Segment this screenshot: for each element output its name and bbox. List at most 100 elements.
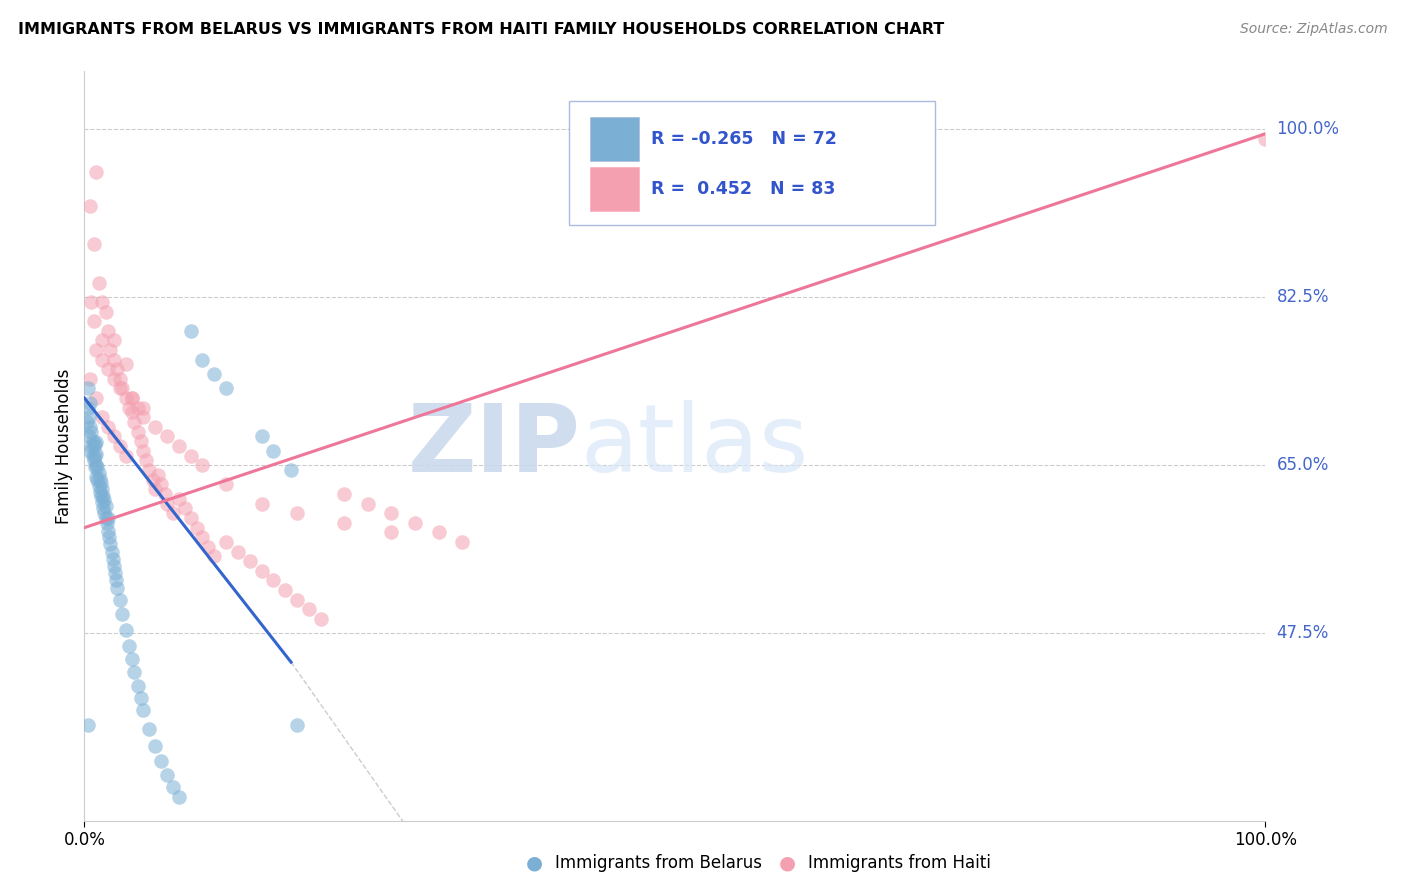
Point	[132, 401, 155, 415]
Point	[83, 453, 105, 467]
Point	[285, 592, 308, 607]
Text: Source: ZipAtlas.com: Source: ZipAtlas.com	[1240, 22, 1388, 37]
Point	[114, 449, 136, 463]
Point	[122, 415, 145, 429]
Point	[239, 554, 262, 568]
Point	[82, 449, 104, 463]
Point	[91, 334, 114, 348]
Point	[91, 410, 114, 425]
Point	[86, 460, 108, 475]
Point	[80, 439, 103, 453]
Point	[80, 294, 103, 309]
Point	[86, 473, 108, 487]
Point	[84, 469, 107, 483]
Point	[77, 429, 100, 443]
Point	[153, 487, 176, 501]
Y-axis label: Family Households: Family Households	[55, 368, 73, 524]
Text: R =  0.452   N = 83: R = 0.452 N = 83	[651, 180, 835, 198]
Point	[285, 506, 308, 520]
Point	[1254, 131, 1277, 145]
Point	[93, 506, 115, 520]
Point	[98, 537, 121, 551]
Point	[118, 401, 141, 415]
Point	[180, 324, 202, 338]
Text: 100.0%: 100.0%	[1277, 120, 1340, 138]
Point	[114, 391, 136, 405]
Point	[77, 717, 100, 731]
Point	[162, 506, 184, 520]
Point	[98, 530, 121, 544]
Point	[91, 501, 114, 516]
Point	[138, 723, 160, 737]
Point	[167, 789, 190, 804]
Point	[167, 439, 190, 453]
Point	[83, 237, 105, 252]
Point	[156, 497, 179, 511]
Point	[82, 434, 104, 449]
Point	[118, 639, 141, 653]
Point	[79, 396, 101, 410]
Point	[121, 391, 143, 405]
Point	[186, 521, 208, 535]
Point	[84, 435, 107, 450]
Text: 47.5%: 47.5%	[1277, 624, 1329, 642]
Point	[98, 343, 121, 357]
Point	[79, 372, 101, 386]
Point	[427, 525, 450, 540]
Point	[84, 449, 107, 463]
Point	[83, 439, 105, 453]
Text: ZIP: ZIP	[408, 400, 581, 492]
Point	[97, 524, 120, 538]
Point	[138, 463, 160, 477]
Point	[135, 453, 157, 467]
Point	[333, 487, 356, 501]
Point	[91, 489, 114, 503]
Point	[132, 410, 155, 425]
FancyBboxPatch shape	[568, 102, 935, 225]
Point	[404, 516, 426, 530]
Point	[108, 381, 131, 395]
Point	[89, 472, 111, 486]
Text: ●: ●	[526, 854, 543, 873]
Point	[250, 497, 273, 511]
Point	[107, 581, 129, 595]
Point	[262, 574, 284, 588]
Point	[274, 583, 297, 598]
Point	[156, 767, 179, 781]
Point	[111, 607, 134, 621]
Point	[357, 497, 380, 511]
Point	[121, 652, 143, 666]
Point	[250, 564, 273, 578]
Point	[91, 352, 114, 367]
FancyBboxPatch shape	[591, 168, 640, 211]
Point	[156, 429, 179, 443]
Point	[108, 439, 131, 453]
Point	[84, 437, 107, 451]
Text: R = -0.265   N = 72: R = -0.265 N = 72	[651, 130, 837, 148]
Point	[108, 372, 131, 386]
Point	[94, 511, 117, 525]
Point	[197, 540, 219, 554]
Point	[132, 443, 155, 458]
Point	[143, 419, 166, 434]
Point	[97, 419, 120, 434]
Point	[100, 544, 122, 558]
Point	[114, 357, 136, 371]
Point	[97, 511, 120, 525]
Point	[215, 477, 238, 491]
Point	[127, 679, 149, 693]
Point	[380, 525, 402, 540]
Point	[107, 362, 129, 376]
Point	[129, 434, 152, 449]
Point	[87, 276, 110, 290]
Point	[101, 552, 124, 566]
Point	[84, 391, 107, 405]
Point	[250, 429, 273, 443]
Point	[191, 530, 214, 544]
Point	[103, 429, 125, 443]
Point	[79, 199, 101, 213]
Text: ●: ●	[779, 854, 796, 873]
Point	[76, 415, 98, 429]
Point	[280, 463, 302, 477]
Point	[285, 717, 308, 731]
